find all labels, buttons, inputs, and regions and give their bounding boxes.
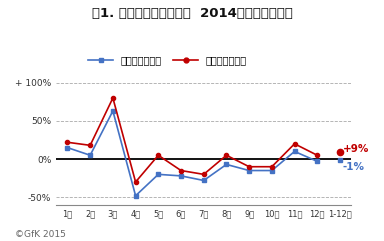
Text: 図1. 電動アシスト自転車  2014年月別販売推移: 図1. 電動アシスト自転車 2014年月別販売推移 <box>91 7 293 20</box>
Text: ©GfK 2015: ©GfK 2015 <box>15 230 66 239</box>
Legend: 販売台数前年比, 販売金額前年比: 販売台数前年比, 販売金額前年比 <box>84 51 250 69</box>
Text: -1%: -1% <box>343 162 365 172</box>
Text: +9%: +9% <box>343 144 369 154</box>
